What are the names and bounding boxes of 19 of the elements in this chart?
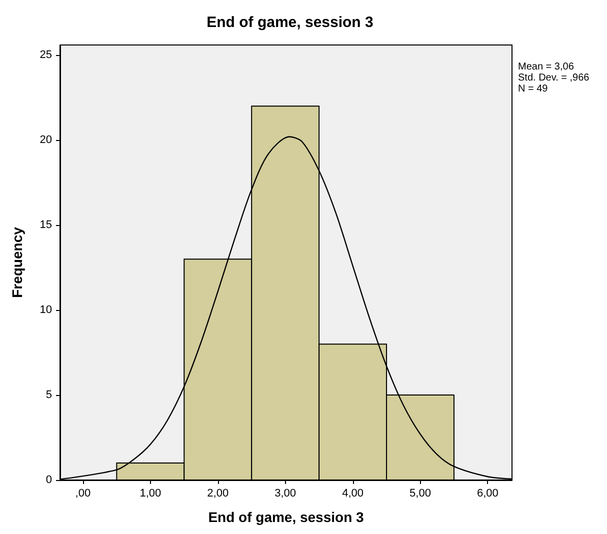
- x-tick-label: 3,00: [274, 488, 296, 500]
- x-tick-label: 6,00: [477, 488, 498, 500]
- y-tick-label: 10: [40, 304, 52, 316]
- y-axis-title: Frequency: [9, 226, 25, 298]
- y-tick-label: 15: [40, 219, 52, 232]
- y-tick-label: 0: [46, 474, 52, 486]
- x-tick-label: 5,00: [410, 488, 431, 500]
- x-tick-label: 1,00: [140, 488, 162, 500]
- y-tick-label: 25: [40, 49, 52, 62]
- text: Mean = 3,06: [518, 62, 574, 72]
- text: N = 49: [518, 84, 548, 94]
- y-tick-label: 20: [40, 134, 52, 146]
- chart-title: End of game, session 3: [206, 14, 374, 31]
- x-tick-label: ,00: [75, 488, 91, 500]
- x-tick-label: 2,00: [207, 488, 229, 500]
- x-tick-label: 4,00: [342, 488, 364, 500]
- x-axis-title: End of game, session 3: [208, 509, 364, 525]
- y-tick-label: 5: [46, 389, 52, 402]
- text: Std. Dev. = ,966: [518, 72, 590, 84]
